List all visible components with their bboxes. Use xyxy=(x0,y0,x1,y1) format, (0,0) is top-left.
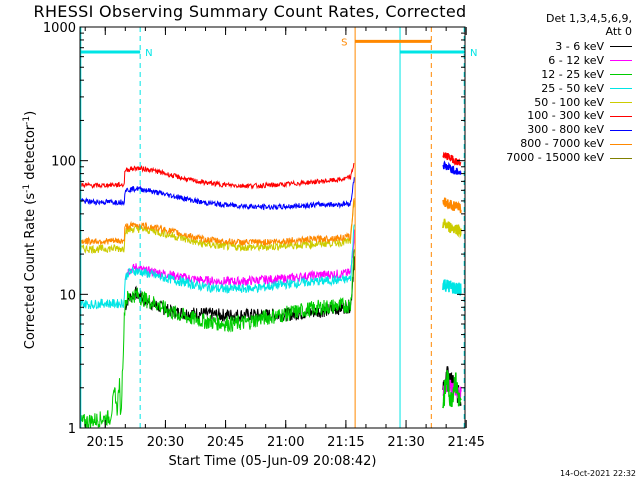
legend-entry: 25 - 50 keV xyxy=(506,82,632,96)
legend-entry-swatch xyxy=(610,46,632,48)
legend-header: Det 1,3,4,5,6,9, Att 0 xyxy=(546,12,632,38)
x-tick-label: 20:45 xyxy=(207,435,244,450)
x-tick-label: 21:45 xyxy=(447,435,484,450)
legend-entry-swatch xyxy=(610,157,632,159)
series-line-25-50-kev xyxy=(79,224,355,310)
series-line-300-800-kev xyxy=(79,177,355,211)
series-post-50-100-kev xyxy=(442,218,462,239)
legend-entry-swatch xyxy=(610,115,632,117)
legend-entry-swatch xyxy=(610,74,632,76)
series-post-25-50-kev xyxy=(442,279,462,296)
legend-entry-swatch xyxy=(610,143,632,145)
legend-entry-swatch xyxy=(610,88,632,90)
y-tick-label: 10 xyxy=(59,288,76,303)
x-tick-label: 21:00 xyxy=(267,435,304,450)
chart-title: RHESSI Observing Summary Count Rates, Co… xyxy=(33,2,467,21)
saa-interval-label-3: S xyxy=(341,37,347,48)
y-axis-label-sup1: -1 xyxy=(21,183,32,193)
legend-entry-label: 300 - 800 keV xyxy=(527,123,604,137)
legend-entry-label: 50 - 100 keV xyxy=(534,95,604,109)
legend-entry-label: 7000 - 15000 keV xyxy=(506,151,604,165)
axes-layer: 1 10 100 1000 20:15 20:30 20:45 21:00 21:15 21:30… xyxy=(43,21,485,450)
series-post-12-25-kev xyxy=(442,370,462,409)
legend-entry-label: 3 - 6 keV xyxy=(555,40,604,53)
legend-entry: 50 - 100 keV xyxy=(506,96,632,110)
legend: 3 - 6 keV 6 - 12 keV 12 - 25 keV 25 - 50 ke… xyxy=(506,40,632,165)
legend-entry: 300 - 800 keV xyxy=(506,123,632,137)
series-line-50-100-kev xyxy=(79,200,355,255)
series-line-100-300-kev xyxy=(79,163,355,190)
legend-entry-label: 100 - 300 keV xyxy=(527,109,604,123)
annotation-layer: N N S xyxy=(80,37,477,59)
legend-entry: 100 - 300 keV xyxy=(506,109,632,123)
legend-header-detectors: Det 1,3,4,5,6,9, xyxy=(545,12,632,25)
series-layer xyxy=(79,151,462,429)
series-line-6-12-kev xyxy=(124,229,355,288)
y-axis-label: Corrected Count Rate (s-1 detector-1) xyxy=(22,111,38,349)
legend-header-attenuator: Att 0 xyxy=(605,25,632,38)
series-post-300-800-kev xyxy=(442,160,462,175)
series-post-800-7000-kev xyxy=(442,197,462,214)
legend-entry-label: 12 - 25 keV xyxy=(541,67,604,81)
y-axis-label-sup2: -1 xyxy=(21,115,32,125)
night-interval-label-1: N xyxy=(145,48,152,59)
footer-timestamp: 14-Oct-2021 22:32 xyxy=(560,469,636,478)
legend-entry: 6 - 12 keV xyxy=(506,54,632,68)
legend-entry: 7000 - 15000 keV xyxy=(506,151,632,165)
night-interval-label-2: N xyxy=(470,48,477,59)
legend-entry-swatch xyxy=(610,60,632,62)
legend-entry-label: 6 - 12 keV xyxy=(548,53,604,67)
x-tick-label: 20:15 xyxy=(87,435,124,450)
legend-entry-swatch xyxy=(610,129,632,131)
time-markers-layer xyxy=(80,27,465,428)
legend-entry-swatch xyxy=(610,102,632,103)
legend-entry: 12 - 25 keV xyxy=(506,68,632,82)
series-line-12-25-kev xyxy=(79,249,355,429)
legend-entry: 800 - 7000 keV xyxy=(506,137,632,151)
x-axis-label: Start Time (05-Jun-09 20:08:42) xyxy=(168,454,377,469)
x-tick-label: 20:30 xyxy=(147,435,184,450)
series-line-800-7000-kev xyxy=(79,198,355,247)
y-tick-label: 100 xyxy=(51,155,76,170)
plot-frame xyxy=(79,26,466,429)
legend-entry-label: 800 - 7000 keV xyxy=(520,137,604,151)
legend-entry: 3 - 6 keV xyxy=(506,40,632,54)
x-tick-label: 21:15 xyxy=(327,435,364,450)
y-tick-label: 1 xyxy=(68,422,76,437)
y-axis-label-suffix: ) xyxy=(23,110,39,116)
legend-entry-label: 25 - 50 keV xyxy=(541,81,604,95)
x-tick-label: 21:30 xyxy=(387,435,424,450)
y-axis-label-mid: detector xyxy=(23,124,39,184)
y-axis-label-prefix: Corrected Count Rate (s xyxy=(23,192,39,350)
y-tick-label: 1000 xyxy=(43,21,76,36)
